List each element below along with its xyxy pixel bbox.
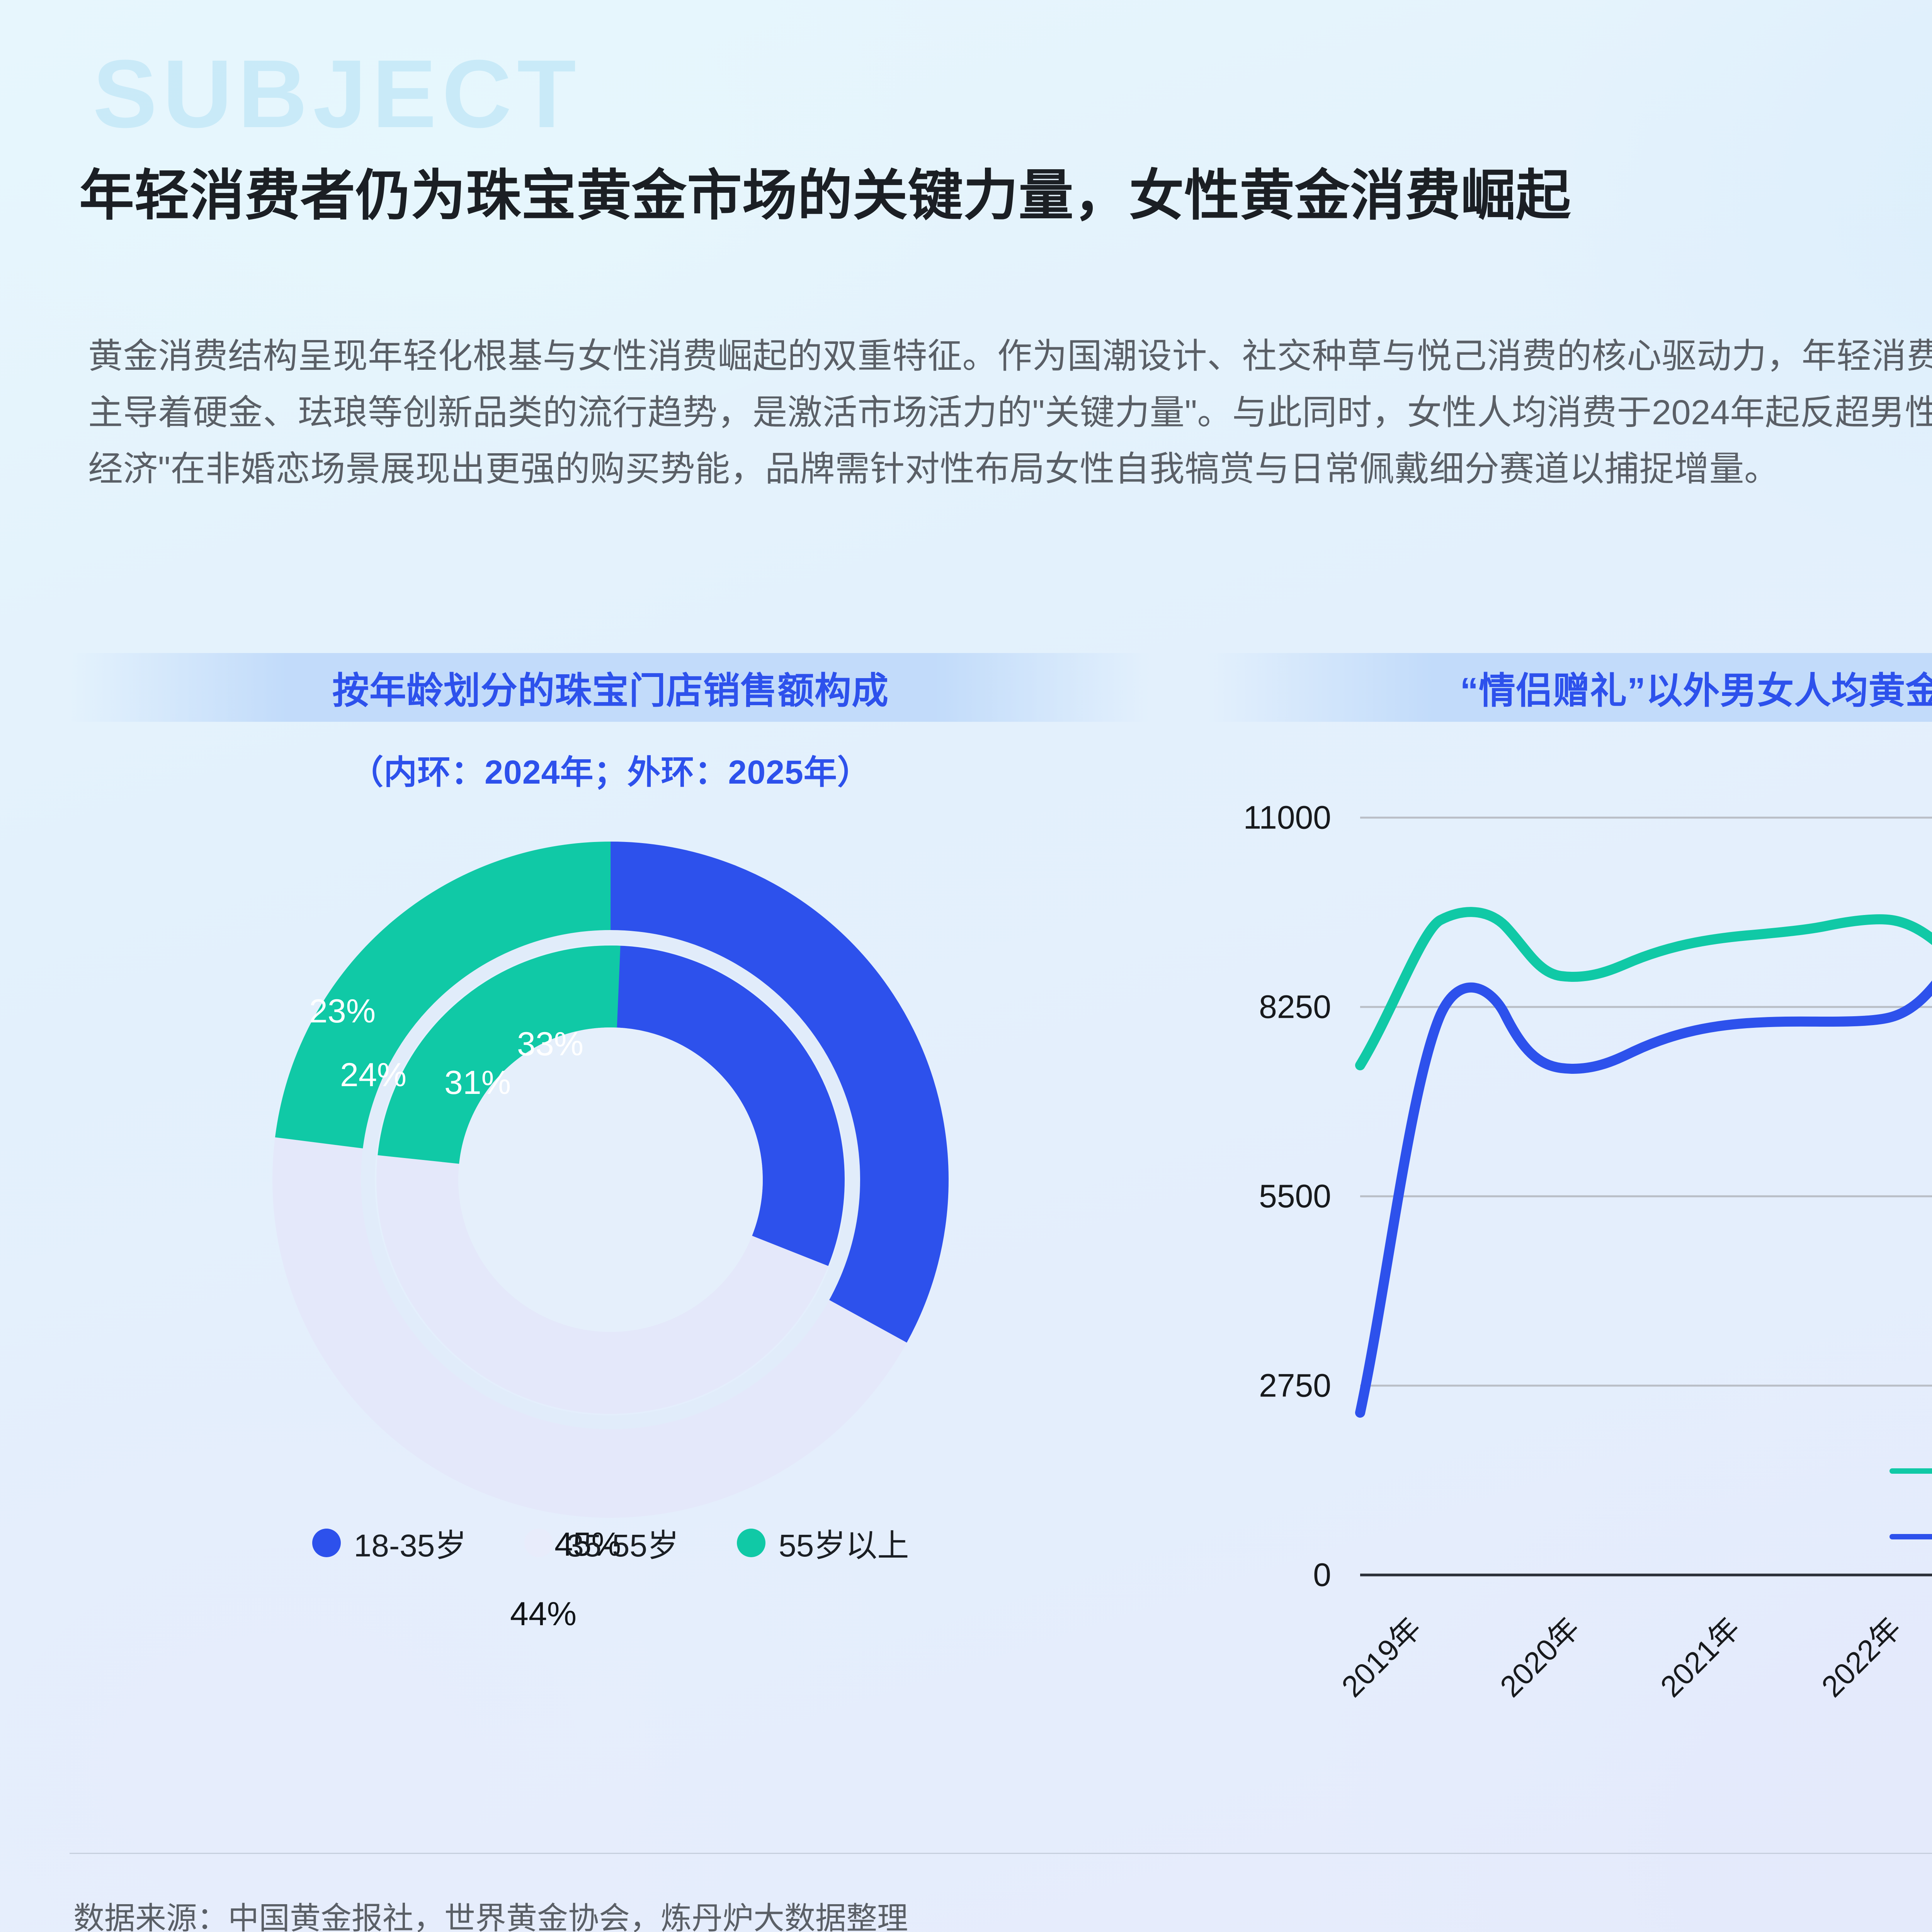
legend-label-18-35: 18-35岁 xyxy=(354,1528,467,1563)
series-line-male xyxy=(1355,907,1932,1070)
donut-title-band: 按年龄划分的珠宝门店销售额构成 xyxy=(70,653,1151,722)
donut-chart-title: 按年龄划分的珠宝门店销售额构成 xyxy=(332,670,889,711)
y-tick-5500: 5500 xyxy=(1259,1178,1331,1214)
legend-item-18-35[interactable]: 18-35岁 xyxy=(312,1520,467,1566)
donut-legend: 18-35岁 35-55岁 55岁以上 xyxy=(70,1520,1151,1566)
line-chart-area: 11000 8250 5500 2750 0 2019年 xyxy=(1206,744,1932,1865)
line-chart-panel: “情侣赠礼”以外男女人均黄金珠宝消费 11000 8250 5500 2750 … xyxy=(1206,653,1932,1865)
donut-hole xyxy=(458,1027,763,1332)
y-tick-0: 0 xyxy=(1313,1556,1331,1593)
legend-item-female[interactable]: 女性人均消费（元/月） xyxy=(1889,1513,1932,1560)
line-title-band: “情侣赠礼”以外男女人均黄金珠宝消费 xyxy=(1206,653,1932,722)
donut-chart-area: 33% 31% 23% 24% 45% 44% 18-35岁 35-55岁 55… xyxy=(70,809,1151,1633)
legend-dot-55-plus-icon xyxy=(737,1528,766,1557)
page-title: 年轻消费者仍为珠宝黄金市场的关键力量，女性黄金消费崛起 xyxy=(79,165,1571,227)
y-tick-8250: 8250 xyxy=(1259,988,1331,1025)
legend-item-55-plus[interactable]: 55岁以上 xyxy=(737,1520,909,1566)
legend-dot-35-55-icon xyxy=(524,1528,553,1557)
watermark-subject: SUBJECT xyxy=(93,40,582,148)
footer-divider xyxy=(70,1853,1932,1854)
line-chart-title: “情侣赠礼”以外男女人均黄金珠宝消费 xyxy=(1460,670,1932,711)
legend-item-male[interactable]: 男性人均消费（元/月） xyxy=(1889,1447,1932,1494)
legend-item-35-55[interactable]: 35-55岁 xyxy=(524,1520,679,1566)
legend-dot-18-35-icon xyxy=(312,1528,341,1557)
donut-label-outer-18-35: 33% xyxy=(517,1026,584,1063)
donut-label-outer-35-55: 45% xyxy=(554,1526,621,1563)
series-line-female xyxy=(1355,980,1932,1418)
donut-svg xyxy=(272,842,949,1518)
gridlines xyxy=(1360,816,1932,1387)
donut-label-outer-55-plus: 23% xyxy=(309,993,376,1030)
legend-line-male-icon xyxy=(1889,1468,1932,1474)
y-tick-2750: 2750 xyxy=(1259,1367,1331,1404)
ring-gap xyxy=(361,930,860,1429)
donut-chart-panel: 按年龄划分的珠宝门店销售额构成 （内环：2024年；外环：2025年） xyxy=(70,653,1151,1633)
y-tick-11000: 11000 xyxy=(1243,799,1331,836)
donut-label-inner-18-35: 31% xyxy=(444,1064,511,1101)
data-source-text: 数据来源：中国黄金报社，世界黄金协会，炼丹炉大数据整理 xyxy=(73,1901,908,1932)
legend-label-35-55: 35-55岁 xyxy=(566,1528,679,1563)
donut-label-inner-35-55: 44% xyxy=(510,1595,577,1633)
legend-line-female-icon xyxy=(1889,1534,1932,1539)
legend-label-55-plus: 55岁以上 xyxy=(779,1528,909,1563)
summary-paragraph: 黄金消费结构呈现年轻化根基与女性消费崛起的双重特征。作为国潮设计、社交种草与悦己… xyxy=(88,337,1932,488)
donut-chart-subtitle: （内环：2024年；外环：2025年） xyxy=(350,754,871,791)
donut-label-inner-55-plus: 24% xyxy=(340,1056,407,1094)
line-chart-svg xyxy=(1355,816,1932,1577)
